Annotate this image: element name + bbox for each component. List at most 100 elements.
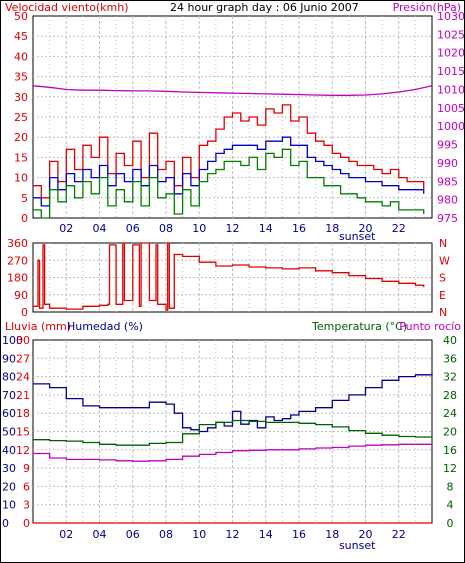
wind-pressure-x-tick-20: 20 <box>359 222 373 235</box>
rain-humidity-temp-x-tick-12: 12 <box>226 528 240 541</box>
wind-pressure-x-tick-18: 18 <box>325 222 339 235</box>
rain-y-tick-27: 27 <box>16 352 30 365</box>
humidity-y-tick-90: 90 <box>2 352 16 365</box>
humidity-y-tick-30: 30 <box>2 462 16 475</box>
direction-y-tick-0: 0 <box>21 306 28 319</box>
rain-humidity-temp-x-tick-22: 22 <box>392 528 406 541</box>
wind-pressure-x-tick-14: 14 <box>259 222 273 235</box>
wind-pressure-x-tick-22: 22 <box>392 222 406 235</box>
rain-y-tick-0: 0 <box>23 517 30 530</box>
temperature-y-tick-32: 32 <box>443 371 457 384</box>
wind-pressure-series-wind_green <box>33 148 425 219</box>
wind-pressure-x-tick-02: 02 <box>59 222 73 235</box>
direction-y-tick-270: 270 <box>7 254 28 267</box>
wind-y-tick-25: 25 <box>14 111 28 124</box>
rain-y-tick-12: 12 <box>16 444 30 457</box>
pressure-y-tick-980: 980 <box>437 194 458 207</box>
wind-pressure-x-tick-10: 10 <box>192 222 206 235</box>
humidity-axis-title: Humedad (%) <box>67 320 143 333</box>
rain-y-tick-6: 6 <box>23 480 30 493</box>
chart-title: 24 hour graph day : 06 Junio 2007 <box>170 1 359 14</box>
rain-y-tick-9: 9 <box>23 462 30 475</box>
rhd-series-dewpoint <box>33 443 432 462</box>
humidity-y-tick-40: 40 <box>2 444 16 457</box>
rain-y-tick-21: 21 <box>16 389 30 402</box>
rain-y-tick-30: 30 <box>16 334 30 347</box>
wind-y-tick-35: 35 <box>14 71 28 84</box>
wind-pressure-series-gust_avg <box>33 136 425 207</box>
rain-humidity-temp-x-tick-16: 16 <box>292 528 306 541</box>
temperature-axis-title: Temperatura (°C) <box>311 320 407 333</box>
pressure-y-tick-1005: 1005 <box>437 102 465 115</box>
rain-y-tick-15: 15 <box>16 426 30 439</box>
temperature-y-tick-16: 16 <box>443 444 457 457</box>
temperature-y-tick-0: 0 <box>447 517 454 530</box>
rain-y-tick-24: 24 <box>16 371 30 384</box>
temperature-y-tick-36: 36 <box>443 352 457 365</box>
compass-label-W-1: W <box>439 254 450 267</box>
dewpoint-axis-title: Punto rocío <box>399 320 461 333</box>
direction-y-tick-360: 360 <box>7 237 28 250</box>
rain-humidity-temp-x-tick-20: 20 <box>359 528 373 541</box>
pressure-y-tick-1020: 1020 <box>437 47 465 60</box>
temperature-y-tick-4: 4 <box>447 499 454 512</box>
wind-y-tick-20: 20 <box>14 131 28 144</box>
rain-humidity-temp-x-tick-10: 10 <box>192 528 206 541</box>
wind-pressure-x-tick-16: 16 <box>292 222 306 235</box>
humidity-y-tick-60: 60 <box>2 407 16 420</box>
pressure-y-tick-1010: 1010 <box>437 83 465 96</box>
rain-humidity-temp-x-tick-08: 08 <box>159 528 173 541</box>
wind-y-tick-45: 45 <box>14 30 28 43</box>
wind-pressure-series-pressure <box>32 85 433 96</box>
compass-label-S-2: S <box>439 272 446 285</box>
wind-y-tick-15: 15 <box>14 151 28 164</box>
wind-y-tick-50: 50 <box>14 10 28 23</box>
wind-pressure-x-tick-08: 08 <box>159 222 173 235</box>
pressure-y-tick-985: 985 <box>437 175 458 188</box>
humidity-y-tick-10: 10 <box>2 499 16 512</box>
temperature-y-tick-40: 40 <box>443 334 457 347</box>
wind-y-tick-30: 30 <box>14 91 28 104</box>
rain-y-tick-18: 18 <box>16 407 30 420</box>
rain-humidity-temp-x-tick-04: 04 <box>93 528 107 541</box>
rain-humidity-temp-x-tick-14: 14 <box>259 528 273 541</box>
temperature-y-tick-12: 12 <box>443 462 457 475</box>
humidity-y-tick-50: 50 <box>2 426 16 439</box>
wind-pressure-series-wind <box>33 104 425 199</box>
wind-pressure-sunset-label: sunset <box>339 230 376 243</box>
humidity-y-tick-100: 100 <box>2 334 23 347</box>
wind-pressure-x-tick-06: 06 <box>126 222 140 235</box>
rhd-series-humidity <box>33 372 433 433</box>
pressure-y-tick-990: 990 <box>437 157 458 170</box>
rhd-series-temperature <box>33 419 432 446</box>
humidity-y-tick-80: 80 <box>2 371 16 384</box>
compass-label-N-0: N <box>439 237 447 250</box>
temperature-y-tick-20: 20 <box>443 426 457 439</box>
wind-pressure-x-tick-12: 12 <box>226 222 240 235</box>
compass-label-E-3: E <box>439 289 446 302</box>
direction-y-tick-180: 180 <box>7 272 28 285</box>
pressure-y-tick-1030: 1030 <box>437 10 465 23</box>
wind-axis-title: Velocidad viento(kmh) <box>5 1 129 14</box>
rain-humidity-temp-x-tick-18: 18 <box>325 528 339 541</box>
pressure-y-tick-1025: 1025 <box>437 28 465 41</box>
direction-y-tick-90: 90 <box>14 289 28 302</box>
humidity-y-tick-20: 20 <box>2 480 16 493</box>
wind-y-tick-10: 10 <box>14 172 28 185</box>
wind-y-tick-0: 0 <box>21 212 28 225</box>
rain-humidity-temp-x-tick-02: 02 <box>59 528 73 541</box>
rain-y-tick-3: 3 <box>23 499 30 512</box>
rain-humidity-temp-x-tick-06: 06 <box>126 528 140 541</box>
pressure-y-tick-995: 995 <box>437 139 458 152</box>
humidity-y-tick-0: 0 <box>2 517 9 530</box>
temperature-y-tick-24: 24 <box>443 407 457 420</box>
pressure-y-tick-1015: 1015 <box>437 65 465 78</box>
pressure-y-tick-975: 975 <box>437 212 458 225</box>
temperature-y-tick-8: 8 <box>447 480 454 493</box>
compass-label-N-4: N <box>439 306 447 319</box>
wind-direction-series <box>33 242 425 311</box>
pressure-axis-title: Presión(hPa) <box>393 1 461 14</box>
rain-humidity-temp-sunset-label: sunset <box>339 539 376 552</box>
